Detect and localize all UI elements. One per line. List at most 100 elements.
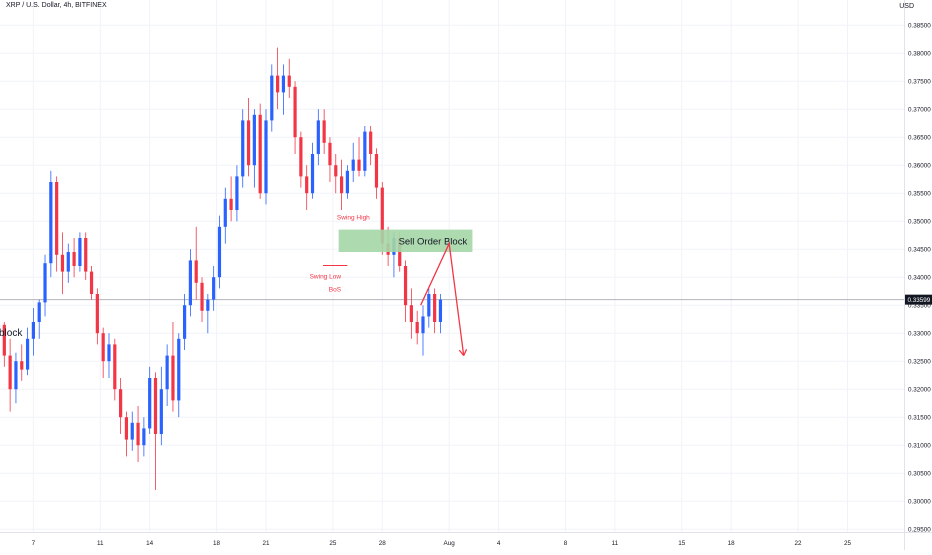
candle-body [259, 115, 262, 193]
candle-body [433, 294, 436, 322]
time-tick-label: 4 [497, 540, 501, 547]
price-tick-label: 0.33000 [908, 331, 931, 338]
price-tick-label: 0.34500 [908, 247, 931, 254]
candle-body [369, 132, 372, 154]
candle-body [299, 137, 302, 176]
candle-body [328, 143, 331, 165]
candle-body [241, 120, 244, 176]
price-tick-label: 0.31000 [908, 443, 931, 450]
candle-body [416, 322, 419, 333]
candle-body [67, 252, 70, 272]
candle-body [125, 417, 128, 439]
price-tick-label: 0.35500 [908, 191, 931, 198]
candle-body [14, 361, 17, 389]
candle-body [32, 322, 35, 339]
candle-body [253, 115, 256, 165]
candle-body [131, 423, 134, 440]
price-tick-label: 0.35000 [908, 219, 931, 226]
candle-body [171, 356, 174, 401]
price-tick-label: 0.30500 [908, 471, 931, 478]
time-tick-label: 25 [844, 540, 852, 547]
candle-body [72, 252, 75, 266]
candle-body [136, 423, 139, 445]
candle-body [317, 120, 320, 154]
candle-body [148, 378, 151, 428]
swing-high-label: Swing High [337, 215, 370, 222]
time-tick-label: 18 [728, 540, 736, 547]
candle-body [90, 272, 93, 294]
candle-body [293, 87, 296, 137]
candle-body [61, 255, 64, 272]
candle-body [43, 263, 46, 302]
price-tick-label: 0.31500 [908, 415, 931, 422]
candle-body [177, 339, 180, 401]
price-tick-label: 0.36500 [908, 135, 931, 142]
candle-body [212, 277, 215, 299]
candle-body [55, 182, 58, 255]
candle-body [154, 378, 157, 434]
candle-body [160, 389, 163, 434]
candle-body [270, 76, 273, 121]
candle-body [264, 120, 267, 193]
candle-body [78, 238, 81, 266]
candle-body [38, 302, 41, 322]
candle-body [288, 76, 291, 87]
candle-body [375, 154, 378, 188]
candle-body [26, 339, 29, 370]
time-tick-label: 11 [97, 540, 104, 547]
price-tick-label: 0.37000 [908, 107, 931, 114]
candle-body [334, 165, 337, 176]
candles [0, 48, 442, 490]
candle-body [410, 305, 413, 322]
time-tick-label: 14 [146, 540, 154, 547]
time-tick-label: Aug [444, 540, 456, 547]
candle-body [96, 294, 99, 333]
price-tick-label: 0.38000 [908, 51, 931, 58]
candle-body [404, 266, 407, 305]
candle-body [119, 389, 122, 417]
time-tick-label: 11 [612, 540, 619, 547]
candle-body [311, 154, 314, 193]
candle-body [195, 260, 198, 282]
candle-body [142, 428, 145, 445]
time-tick-label: 7 [32, 540, 36, 547]
price-tick-label: 0.32000 [908, 387, 931, 394]
candle-body [235, 176, 238, 210]
candle-body [200, 283, 203, 311]
time-tick-label: 22 [795, 540, 803, 547]
price-tick-label: 0.34000 [908, 275, 931, 282]
candle-body [20, 361, 23, 369]
currency-label: USD [899, 3, 914, 10]
candle-body [218, 227, 221, 277]
bos-label: BoS [329, 286, 342, 293]
price-tick-label: 0.36000 [908, 163, 931, 170]
candle-body [439, 300, 442, 322]
symbol-title: XRP / U.S. Dollar, 4h, BITFINEX [6, 2, 107, 9]
price-tick-label: 0.38500 [908, 23, 931, 30]
candle-body [102, 333, 105, 361]
time-tick-label: 21 [262, 540, 270, 547]
price-tick-label: 0.37500 [908, 79, 931, 86]
candle-body [421, 316, 424, 333]
price-tick-label: 0.32500 [908, 359, 931, 366]
candle-body [189, 260, 192, 305]
candle-body [352, 160, 355, 171]
candle-body [276, 76, 279, 93]
candle-body [49, 182, 52, 263]
projection-arrow-head [464, 349, 467, 355]
time-tick-label: 8 [564, 540, 568, 547]
time-tick-label: 15 [678, 540, 686, 547]
candle-body [340, 176, 343, 193]
price-axis: 0.295000.300000.305000.310000.315000.320… [905, 0, 932, 550]
candle-body [9, 356, 12, 390]
swing-low-label: Swing Low [310, 273, 342, 280]
candle-body [305, 176, 308, 193]
candle-body [183, 305, 186, 339]
candle-body [363, 132, 366, 171]
time-tick-label: 18 [213, 540, 221, 547]
candle-body [323, 120, 326, 142]
